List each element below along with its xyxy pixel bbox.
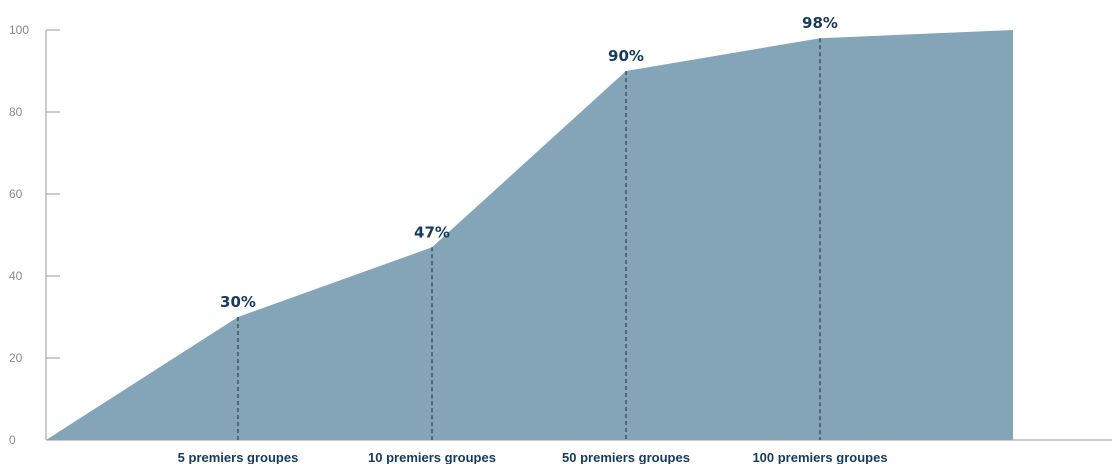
data-label: 90% — [608, 47, 644, 65]
category-label: 10 premiers groupes — [368, 450, 496, 464]
y-tick-label: 0 — [9, 433, 16, 447]
y-ticks: 0 20 40 60 80 100 — [9, 23, 60, 447]
y-tick-label: 20 — [9, 351, 23, 365]
data-label: 30% — [220, 293, 256, 311]
category-labels: 5 premiers groupes 10 premiers groupes 50 … — [178, 450, 888, 464]
area-series — [46, 30, 1013, 440]
y-tick-label: 60 — [9, 187, 23, 201]
y-tick-label: 80 — [9, 105, 23, 119]
y-tick-label: 100 — [9, 23, 29, 37]
category-label: 5 premiers groupes — [178, 450, 299, 464]
category-label: 100 premiers groupes — [752, 450, 887, 464]
data-label: 98% — [802, 14, 838, 32]
category-label: 50 premiers groupes — [562, 450, 690, 464]
dashed-markers — [237, 38, 821, 440]
data-labels: 30% 47% 90% 98% — [220, 14, 838, 311]
data-label: 47% — [414, 223, 450, 241]
y-tick-label: 40 — [9, 269, 23, 283]
